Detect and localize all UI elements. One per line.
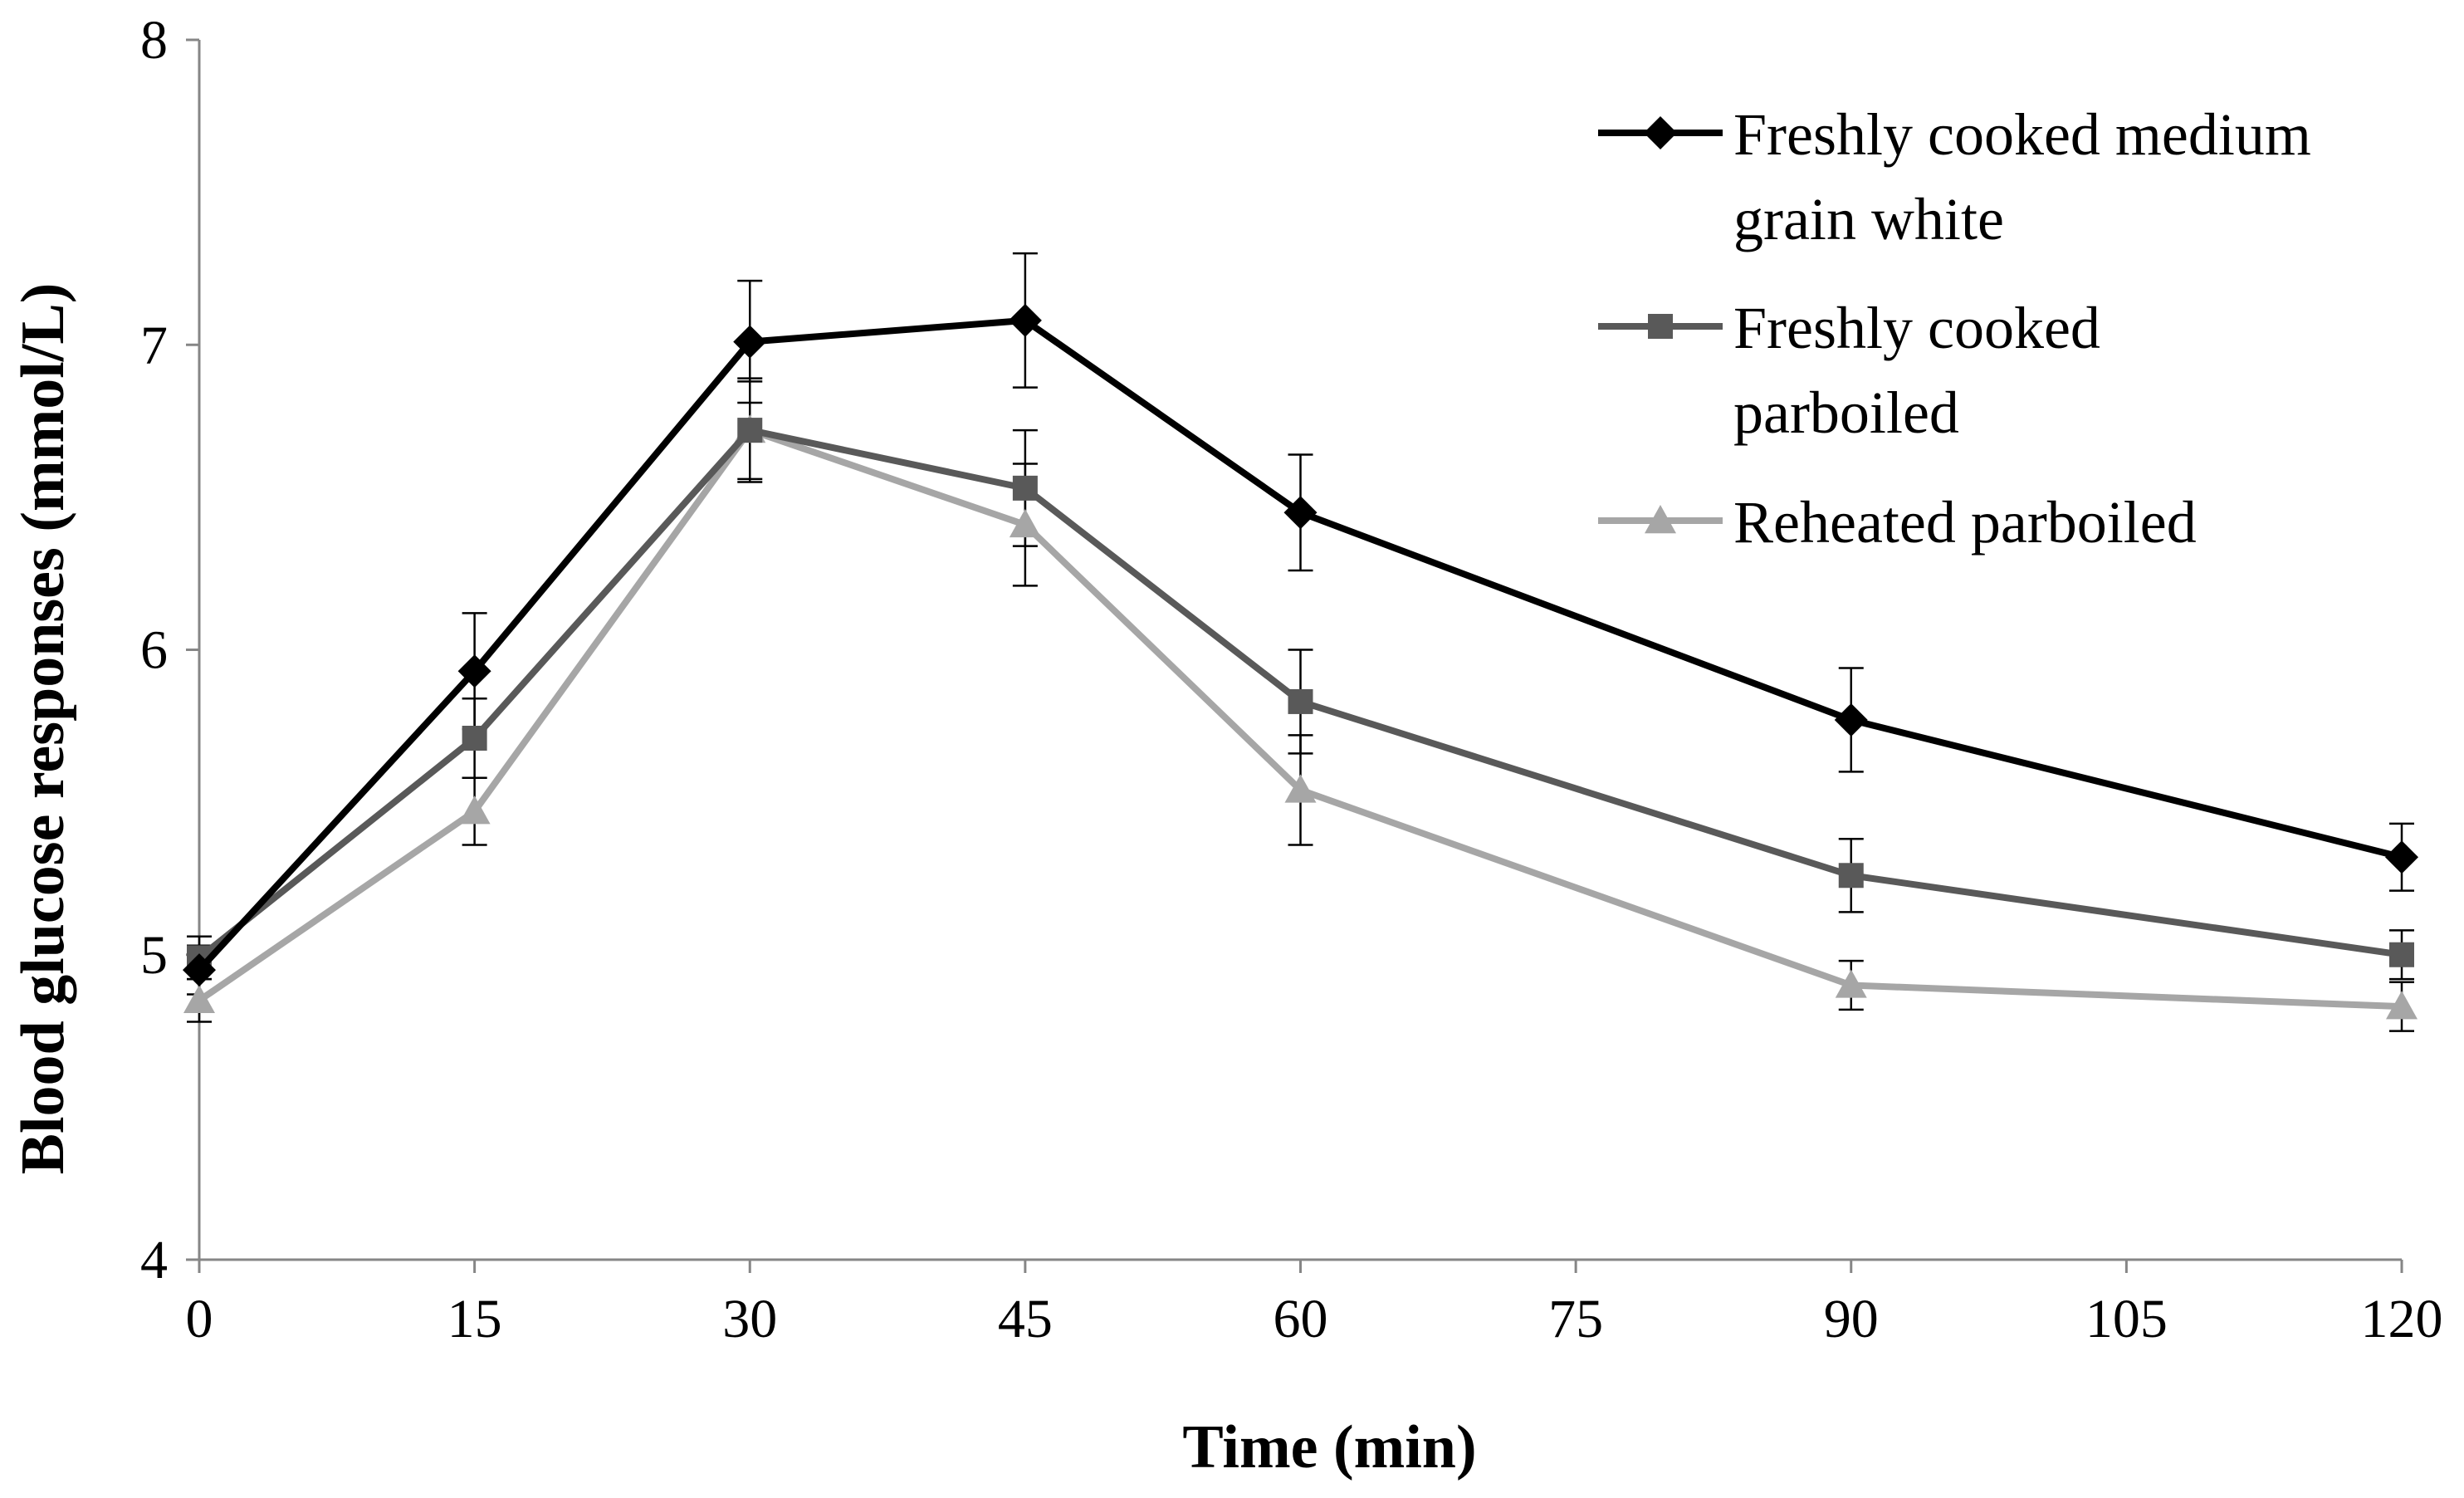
x-tick-label: 30 [722,1289,777,1349]
data-point [1008,303,1042,337]
data-point [1288,688,1313,714]
legend-label: Reheated parboiled [1733,489,2197,556]
data-point [1012,475,1038,501]
plot-area [183,252,2418,1032]
data-point [183,984,215,1014]
legend-marker [1645,505,1676,534]
series-1 [183,303,2418,987]
x-tick-label: 90 [1824,1289,1879,1349]
x-tick-label: 0 [186,1289,213,1349]
data-point [457,654,491,688]
data-point [737,418,763,443]
y-tick-label: 6 [140,620,168,681]
y-tick-label: 5 [140,925,168,986]
y-tick-label: 4 [140,1230,168,1290]
data-point [2385,840,2418,874]
data-point [183,953,216,987]
x-tick-label: 45 [998,1289,1053,1349]
legend-entry: Freshly cooked parboiled [1598,295,2100,446]
series-2 [187,418,2414,971]
data-point [1838,863,1864,889]
legend-label: parboiled [1733,379,1959,446]
x-tick-label: 75 [1548,1289,1603,1349]
legend-label: Freshly cooked medium [1733,101,2311,168]
data-point [458,796,491,825]
legend-entry: Reheated parboiled [1598,489,2197,556]
legend-label: grain white [1733,186,2004,252]
error-bars [187,252,2414,1032]
data-point [1283,496,1318,530]
data-point [1834,702,1868,737]
data-point [2389,942,2414,967]
data-point [1009,508,1041,538]
data-point [2386,991,2418,1020]
x-tick-label: 105 [2085,1289,2168,1349]
data-point [462,726,487,751]
x-tick-label: 60 [1274,1289,1328,1349]
y-tick-label: 7 [140,315,168,375]
x-tick-label: 120 [2361,1289,2443,1349]
x-tick-label: 15 [447,1289,502,1349]
data-point [733,325,767,359]
data-point [1284,774,1317,803]
legend-entry: Freshly cooked medium grain white [1598,101,2311,252]
legend-label: Freshly cooked [1733,295,2100,361]
x-axis-title: Time (min) [1182,1413,1476,1481]
legend-marker [1648,314,1673,339]
data-point [1835,969,1867,998]
legend-marker [1644,116,1677,149]
y-axis-title: Blood glucose responses (mmol/L) [9,283,77,1175]
series-line [197,316,2403,972]
y-tick-label: 8 [140,10,168,71]
